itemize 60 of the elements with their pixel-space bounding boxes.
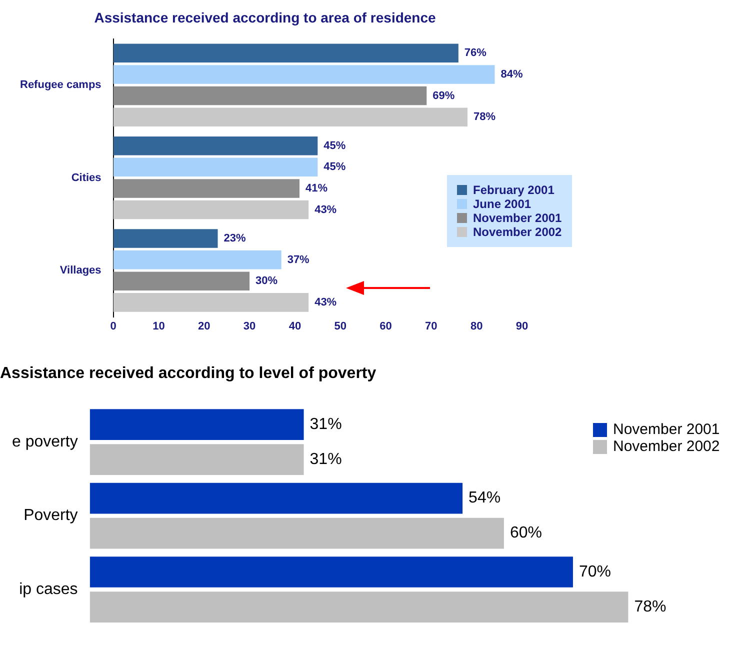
y-tick-label: Cities bbox=[71, 172, 102, 184]
legend-label: November 2001 bbox=[473, 211, 562, 226]
x-tick-label: 20 bbox=[198, 320, 210, 332]
data-label: 43% bbox=[314, 204, 337, 216]
bar bbox=[113, 293, 309, 312]
bar bbox=[113, 108, 468, 126]
data-label: 37% bbox=[287, 254, 310, 266]
y-tick-label: Poverty bbox=[24, 507, 78, 524]
x-tick-label: 80 bbox=[470, 320, 483, 332]
y-tick-label: Villages bbox=[60, 264, 102, 276]
data-label: 76% bbox=[464, 47, 487, 60]
data-label: 41% bbox=[305, 182, 328, 194]
bar bbox=[113, 158, 318, 177]
bar bbox=[113, 179, 300, 198]
y-tick-label: ip cases bbox=[19, 580, 78, 598]
data-label: 45% bbox=[324, 161, 346, 174]
bar bbox=[90, 518, 504, 549]
bar bbox=[90, 444, 304, 475]
data-label: 43% bbox=[314, 296, 337, 308]
data-label: 60% bbox=[510, 524, 542, 542]
y-tick-label: Refugee camps bbox=[20, 79, 102, 92]
bar bbox=[90, 556, 573, 588]
data-label: 78% bbox=[474, 111, 496, 124]
bar bbox=[113, 86, 427, 106]
data-label: 70% bbox=[578, 563, 612, 580]
x-tick-label: 40 bbox=[288, 320, 302, 332]
x-tick-label: 90 bbox=[516, 320, 528, 332]
data-label: 30% bbox=[256, 275, 278, 288]
data-label: 31% bbox=[310, 450, 342, 468]
chart-title: Assistance received according to level of poverty bbox=[0, 365, 376, 382]
x-tick-label: 0 bbox=[110, 320, 116, 332]
bar bbox=[90, 592, 628, 622]
x-tick-label: 70 bbox=[425, 320, 438, 332]
legend-label: June 2001 bbox=[473, 197, 532, 212]
data-label: 84% bbox=[500, 68, 523, 81]
bar bbox=[90, 409, 304, 440]
legend-label: November 2002 bbox=[473, 225, 562, 240]
legend-label: November 2001 bbox=[613, 421, 720, 438]
x-tick-label: 10 bbox=[152, 320, 165, 332]
bar bbox=[90, 482, 463, 514]
bar bbox=[113, 200, 309, 220]
bar bbox=[113, 229, 218, 248]
legend-label: February 2001 bbox=[473, 183, 554, 198]
y-tick-label: e poverty bbox=[12, 433, 78, 450]
bar bbox=[113, 250, 282, 270]
data-label: 78% bbox=[634, 598, 666, 616]
bar bbox=[113, 44, 458, 63]
chart-title: Assistance received according to area of residence bbox=[94, 9, 436, 26]
data-label: 69% bbox=[432, 90, 455, 102]
x-tick-label: 50 bbox=[334, 320, 346, 332]
data-label: 23% bbox=[224, 232, 246, 245]
x-tick-label: 60 bbox=[380, 320, 392, 332]
data-label: 45% bbox=[324, 140, 346, 152]
bar bbox=[113, 136, 318, 156]
legend-label: November 2002 bbox=[613, 438, 720, 456]
bar bbox=[113, 272, 250, 290]
bar bbox=[113, 65, 495, 84]
data-label: 31% bbox=[310, 416, 342, 433]
x-tick-label: 30 bbox=[243, 320, 256, 332]
data-label: 54% bbox=[468, 490, 501, 507]
